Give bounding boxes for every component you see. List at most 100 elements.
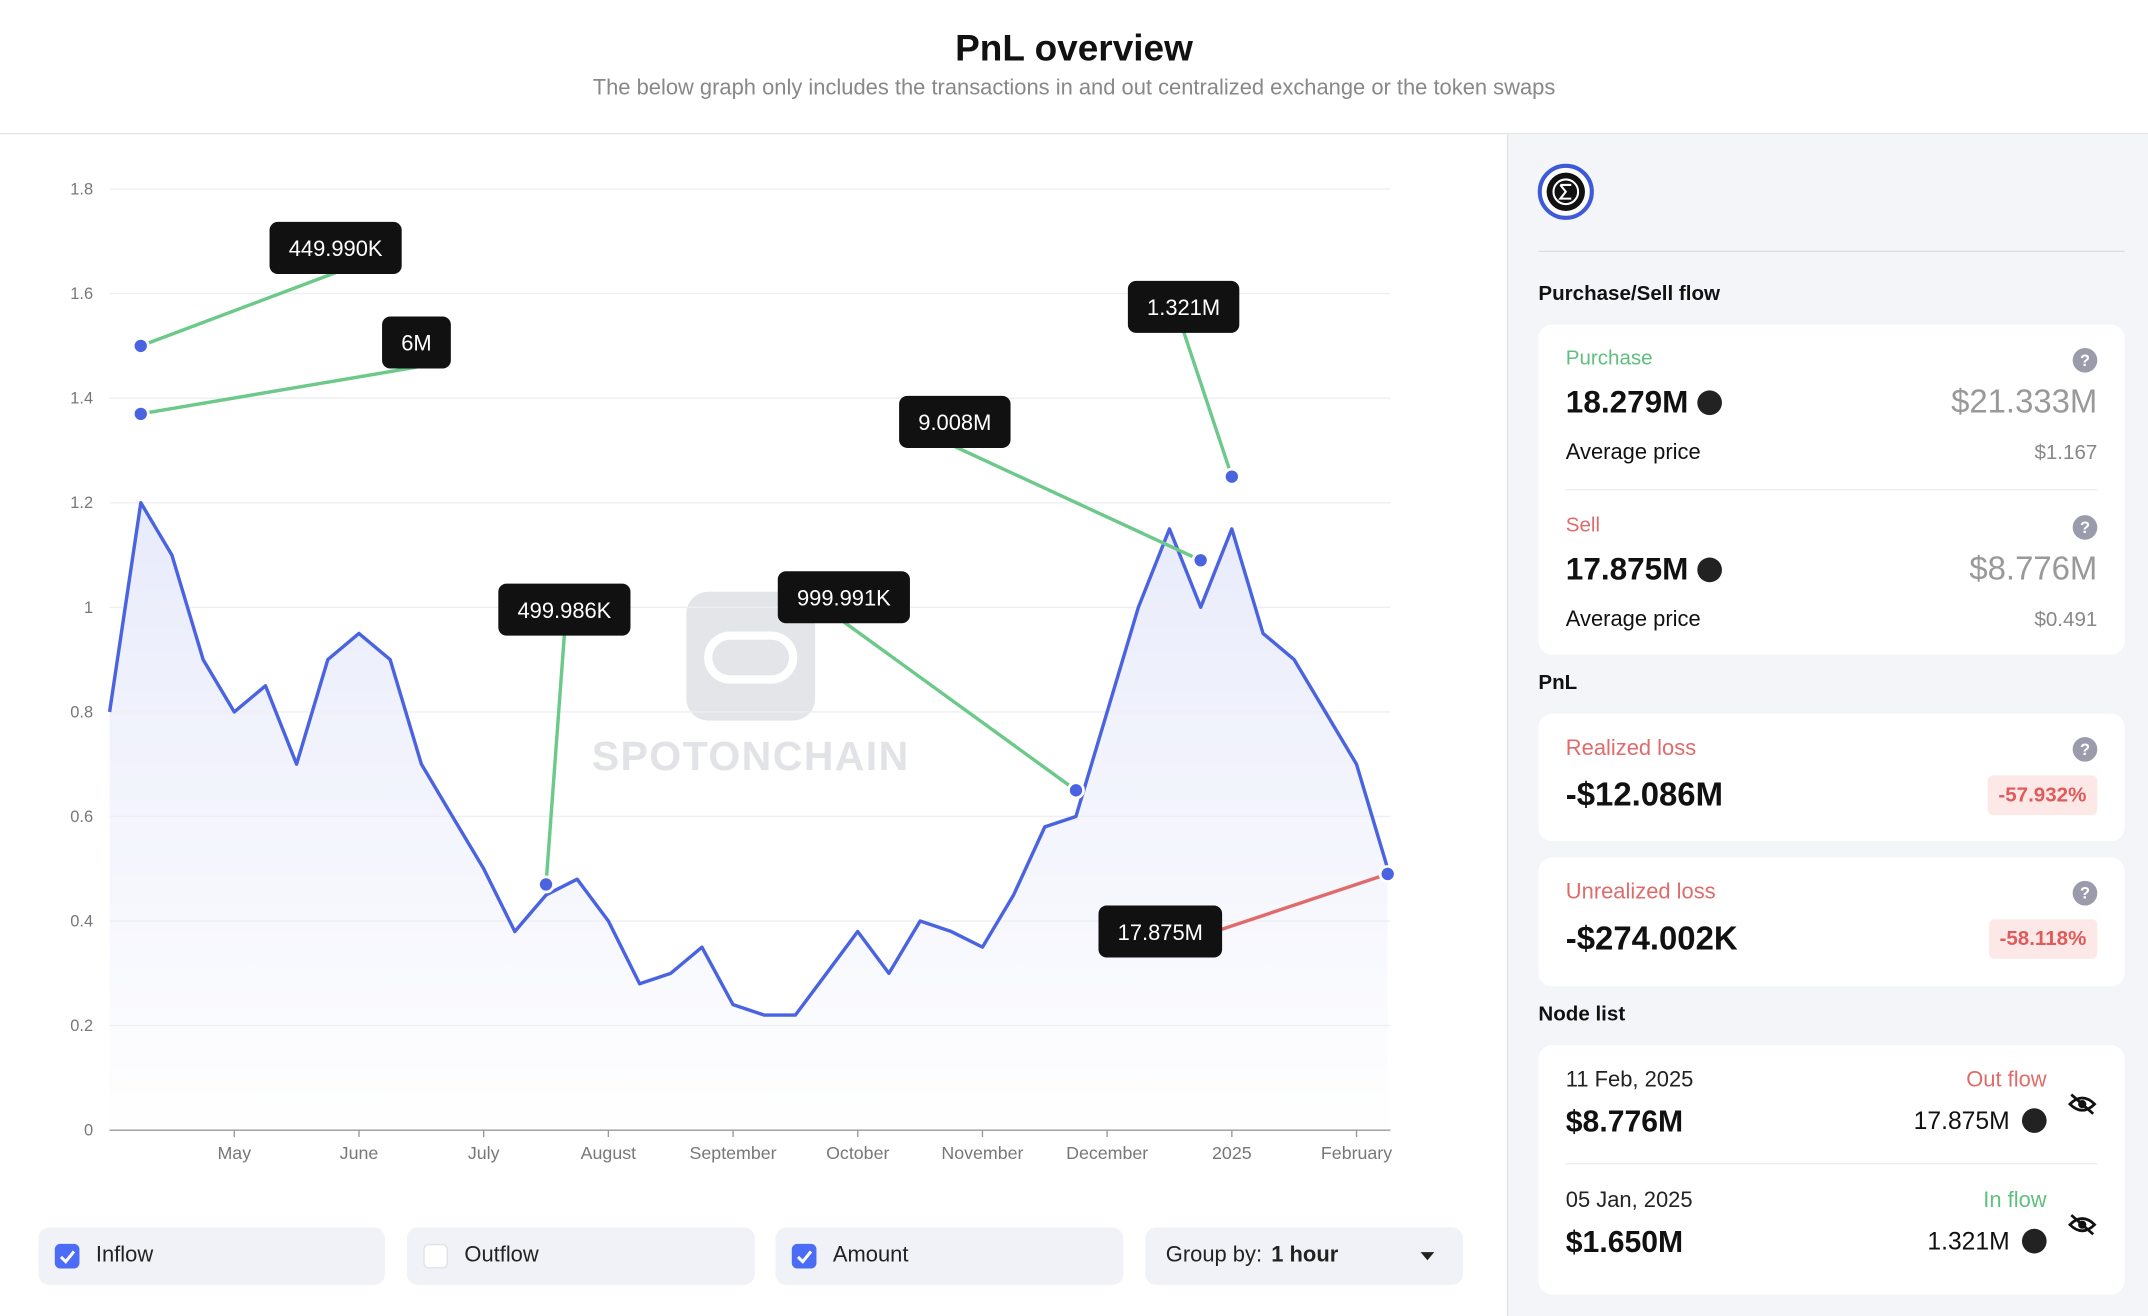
annotation-box xyxy=(382,316,451,369)
token-icon xyxy=(2021,1108,2047,1133)
amount-text: 17.875M xyxy=(1565,550,1689,587)
node-date: 05 Jan, 2025 xyxy=(1565,1189,1693,1213)
y-tick-label: 0.2 xyxy=(70,1017,93,1035)
y-tick-label: 1.2 xyxy=(70,494,93,512)
avg-price: $1.167 xyxy=(2034,441,2098,465)
avg-price: $0.491 xyxy=(2034,608,2098,632)
annotation-point xyxy=(537,875,555,894)
y-tick-label: 0 xyxy=(84,1122,93,1140)
help-icon[interactable]: ? xyxy=(2072,515,2098,540)
divider xyxy=(1538,250,2125,253)
amount-text: 18.279M xyxy=(1565,383,1689,420)
section-title: Purchase/Sell flow xyxy=(1538,282,1720,306)
annotation-point xyxy=(131,336,150,355)
toggle-label: Outflow xyxy=(464,1243,539,1268)
hide-toggle[interactable] xyxy=(2067,1092,2097,1124)
section-title: Node list xyxy=(1538,1002,1626,1027)
page-title: PnL overview xyxy=(955,27,1193,69)
outflow-toggle[interactable]: Outflow xyxy=(406,1227,755,1285)
token-icon xyxy=(1697,390,1722,416)
avg-label: Average price xyxy=(1565,608,1701,632)
annotation-label: 499.986K xyxy=(518,598,612,623)
annotation-box xyxy=(777,571,910,624)
x-tick-label: November xyxy=(941,1143,1023,1163)
help-icon[interactable]: ? xyxy=(2072,880,2098,906)
checkbox[interactable] xyxy=(423,1243,448,1269)
annotation-point xyxy=(1222,467,1241,486)
annotation-box xyxy=(1098,905,1223,958)
token-icon xyxy=(2021,1228,2047,1254)
divider xyxy=(1565,1163,2098,1165)
annotation-box xyxy=(1127,280,1240,333)
annotation-box xyxy=(498,583,631,636)
check-mark xyxy=(796,1250,813,1264)
watermark-logo-mark xyxy=(704,631,798,684)
annotation-point xyxy=(1378,865,1397,883)
annotation-label: 1.321M xyxy=(1147,295,1220,320)
node-amount: 17.875M xyxy=(1913,1106,2010,1135)
purchase-label: Purchase xyxy=(1565,346,1653,370)
annotation-leader xyxy=(842,620,1077,792)
annotation-label: 9.008M xyxy=(918,410,991,435)
annotation-box xyxy=(899,395,1011,448)
inflow-toggle[interactable]: Inflow xyxy=(38,1227,385,1285)
y-tick-label: 1.8 xyxy=(70,181,93,199)
sell-label: Sell xyxy=(1565,513,1601,538)
header xyxy=(0,0,2148,135)
x-tick-label: 2025 xyxy=(1212,1143,1252,1163)
toggle-label: Amount xyxy=(832,1243,909,1268)
unrealized-label: Unrealized loss xyxy=(1565,880,1716,905)
group-by-select[interactable]: Group by: 1 hour xyxy=(1145,1227,1464,1285)
annotation-box xyxy=(269,221,402,274)
y-tick-label: 1 xyxy=(84,599,93,617)
divider xyxy=(1565,489,2098,491)
node-flow: Out flow xyxy=(1966,1068,2047,1092)
x-tick-label: June xyxy=(340,1143,379,1163)
watermark-logo xyxy=(686,591,816,721)
sell-amount: 17.875M xyxy=(1566,551,1722,588)
purchase-usd: $21.333M xyxy=(1951,383,2098,421)
node-list-card: 11 Feb, 2025 $8.776M Out flow 17.875M 05 Jan… xyxy=(1538,1045,2125,1295)
annotation-label: 449.990K xyxy=(289,236,383,261)
realized-value: -$12.086M xyxy=(1565,776,1723,814)
amount-toggle[interactable]: Amount xyxy=(775,1227,1124,1285)
y-tick-label: 1.4 xyxy=(70,390,93,408)
dropdown-arrow xyxy=(1420,1252,1435,1261)
annotation-label: 17.875M xyxy=(1118,920,1203,945)
annotation-point xyxy=(131,404,150,423)
group-by-value: 1 hour xyxy=(1271,1243,1339,1268)
annotation-leader xyxy=(1181,330,1234,478)
annotation-leader xyxy=(140,365,417,416)
hide-toggle[interactable] xyxy=(2067,1212,2097,1244)
annotation-label: 6M xyxy=(401,331,431,356)
avg-label: Average price xyxy=(1565,441,1701,465)
purchase-sell-card: Purchase ? 18.279M $21.333M Average pric… xyxy=(1538,324,2125,655)
watermark-text: SPOTONCHAIN xyxy=(592,733,910,779)
node-usd: $1.650M xyxy=(1565,1224,1684,1259)
token-logo[interactable] xyxy=(1537,163,1595,221)
checkbox[interactable] xyxy=(791,1243,817,1269)
area xyxy=(109,502,1388,1131)
x-tick-label: February xyxy=(1321,1143,1392,1163)
node-date: 11 Feb, 2025 xyxy=(1565,1068,1694,1092)
x-tick-label: May xyxy=(217,1143,251,1163)
help-icon[interactable]: ? xyxy=(2072,347,2098,373)
unrealized-card: Unrealized loss ? -$274.002K -58.118% xyxy=(1538,857,2125,987)
purchase-amount: 18.279M xyxy=(1566,384,1722,421)
node-flow: In flow xyxy=(1983,1189,2047,1213)
realized-label: Realized loss xyxy=(1565,737,1697,761)
annotation-point xyxy=(1191,551,1210,570)
annotation-point xyxy=(1067,781,1085,800)
annotation-label: 999.991K xyxy=(797,585,891,610)
section-title: PnL xyxy=(1538,671,1578,695)
y-tick-label: 0.8 xyxy=(70,703,93,721)
y-tick-label: 0.6 xyxy=(70,808,93,826)
unrealized-pct: -58.118% xyxy=(1988,919,2098,959)
group-by-label: Group by: xyxy=(1165,1243,1263,1268)
checkbox[interactable] xyxy=(54,1243,80,1269)
help-icon[interactable]: ? xyxy=(2072,737,2098,762)
annotation-leader xyxy=(140,271,337,348)
annotation-leader xyxy=(1214,872,1389,934)
